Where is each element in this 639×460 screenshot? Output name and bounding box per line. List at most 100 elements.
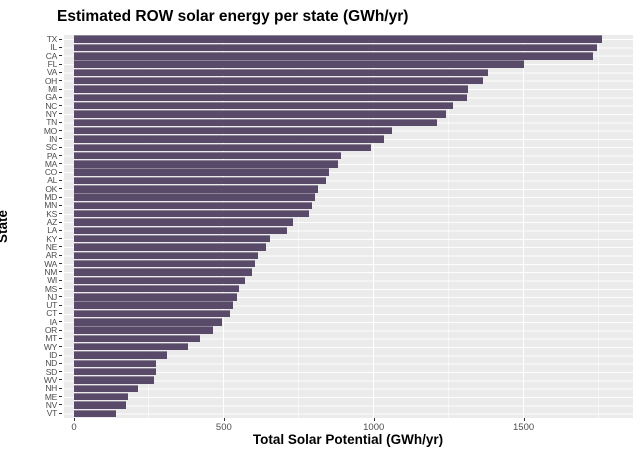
y-tick-mark — [59, 71, 62, 73]
y-tick-label-CO: CO — [44, 167, 57, 178]
y-tick-mark — [59, 179, 62, 181]
y-tick-label-ME: ME — [44, 391, 57, 402]
y-tick-mark — [59, 254, 62, 256]
y-tick-mark — [59, 279, 62, 281]
gridline-minor-1250 — [448, 35, 450, 418]
y-tick-mark — [59, 379, 62, 381]
y-tick-mark — [59, 46, 62, 48]
x-tick-label-1000: 1000 — [363, 422, 385, 433]
y-tick-label-GA: GA — [45, 92, 57, 103]
y-tick-label-TN: TN — [46, 117, 57, 128]
y-tick-label-MO: MO — [43, 125, 57, 136]
y-tick-row-ND: ND — [0, 359, 63, 368]
y-tick-mark — [59, 204, 62, 206]
bar-row-WV — [74, 376, 633, 384]
bar-MT — [74, 334, 200, 343]
bar-LA — [74, 226, 287, 235]
y-tick-row-TX: TX — [0, 35, 63, 43]
y-tick-label-NE: NE — [45, 241, 58, 252]
bar-row-SD — [74, 367, 633, 376]
y-tick-mark — [59, 213, 62, 215]
bar-row-ID — [74, 351, 633, 359]
bar-row-GA — [74, 93, 633, 102]
y-tick-row-ME: ME — [0, 391, 63, 402]
x-tick-mark-1000 — [373, 418, 375, 421]
y-tick-label-WV: WV — [43, 374, 57, 385]
y-tick-row-WY: WY — [0, 342, 63, 351]
y-tick-mark — [59, 404, 62, 406]
y-axis-tick-labels: TX IL CA FL VA OH MI GA NC NY TN MO IN SC PA MA CO AL OK MD… — [0, 35, 63, 418]
y-tick-mark — [59, 312, 62, 314]
y-tick-label-ID: ID — [49, 350, 57, 361]
y-tick-mark — [59, 163, 62, 165]
y-tick-mark — [59, 229, 62, 231]
y-tick-row-MA: MA — [0, 160, 63, 168]
bar-IA — [74, 318, 223, 326]
y-tick-label-NJ: NJ — [47, 291, 57, 302]
bar-CO — [74, 168, 329, 176]
bar-row-VA — [74, 68, 633, 77]
y-tick-label-NY: NY — [45, 108, 58, 119]
y-tick-label-OH: OH — [44, 75, 57, 86]
y-tick-mark — [59, 38, 62, 40]
x-tick-mark-500 — [223, 418, 225, 421]
y-tick-mark — [59, 271, 62, 273]
y-tick-label-NC: NC — [45, 100, 57, 111]
y-tick-label-SC: SC — [45, 142, 58, 153]
y-tick-label-UT: UT — [46, 300, 57, 311]
y-tick-row-IA: IA — [0, 318, 63, 326]
bar-AZ — [74, 218, 293, 226]
y-tick-mark — [59, 321, 62, 323]
y-tick-label-VA: VA — [46, 67, 57, 78]
y-tick-label-LA: LA — [47, 225, 57, 236]
y-tick-row-NY: NY — [0, 110, 63, 118]
bar-row-IL — [74, 43, 633, 52]
bar-NH — [74, 384, 139, 392]
y-tick-row-IN: IN — [0, 135, 63, 143]
bar-NY — [74, 110, 446, 118]
bar-row-MN — [74, 201, 633, 210]
y-tick-label-SD: SD — [45, 366, 58, 377]
x-tick-label-500: 500 — [215, 422, 232, 433]
bar-SD — [74, 367, 156, 376]
y-tick-mark — [59, 155, 62, 157]
gridline-major-500 — [223, 35, 225, 418]
y-tick-mark — [59, 196, 62, 198]
bar-OR — [74, 326, 214, 334]
y-tick-mark — [59, 354, 62, 356]
bar-ID — [74, 351, 167, 359]
bar-row-IA — [74, 318, 633, 326]
y-tick-mark — [59, 337, 62, 339]
gridline-major-0 — [73, 35, 75, 418]
gridline-minor-250 — [148, 35, 150, 418]
y-tick-row-MS: MS — [0, 284, 63, 293]
y-tick-label-KS: KS — [46, 208, 57, 219]
x-tick-mark-1500 — [523, 418, 525, 421]
bar-NV — [74, 401, 127, 409]
y-tick-mark — [59, 63, 62, 65]
y-tick-mark — [59, 362, 62, 364]
bar-row-CA — [74, 52, 633, 60]
bar-row-MS — [74, 284, 633, 293]
bar-row-WA — [74, 259, 633, 268]
bar-row-CO — [74, 168, 633, 176]
y-tick-mark — [59, 346, 62, 348]
bar-KS — [74, 210, 310, 218]
y-tick-mark — [59, 221, 62, 223]
y-tick-row-OR: OR — [0, 326, 63, 334]
bar-row-OH — [74, 77, 633, 85]
y-tick-label-TX: TX — [46, 34, 58, 45]
y-tick-mark — [59, 263, 62, 265]
y-tick-label-MI: MI — [48, 84, 57, 95]
y-tick-row-VA: VA — [0, 67, 63, 78]
bar-MN — [74, 201, 313, 210]
y-tick-row-MN: MN — [0, 201, 63, 210]
bar-NC — [74, 101, 454, 110]
y-tick-row-NV: NV — [0, 401, 63, 409]
y-tick-row-WA: WA — [0, 259, 63, 268]
bar-row-WY — [74, 343, 633, 351]
bar-UT — [74, 301, 233, 309]
y-tick-row-TN: TN — [0, 117, 63, 128]
bar-NJ — [74, 293, 238, 301]
y-tick-row-WV: WV — [0, 376, 63, 384]
